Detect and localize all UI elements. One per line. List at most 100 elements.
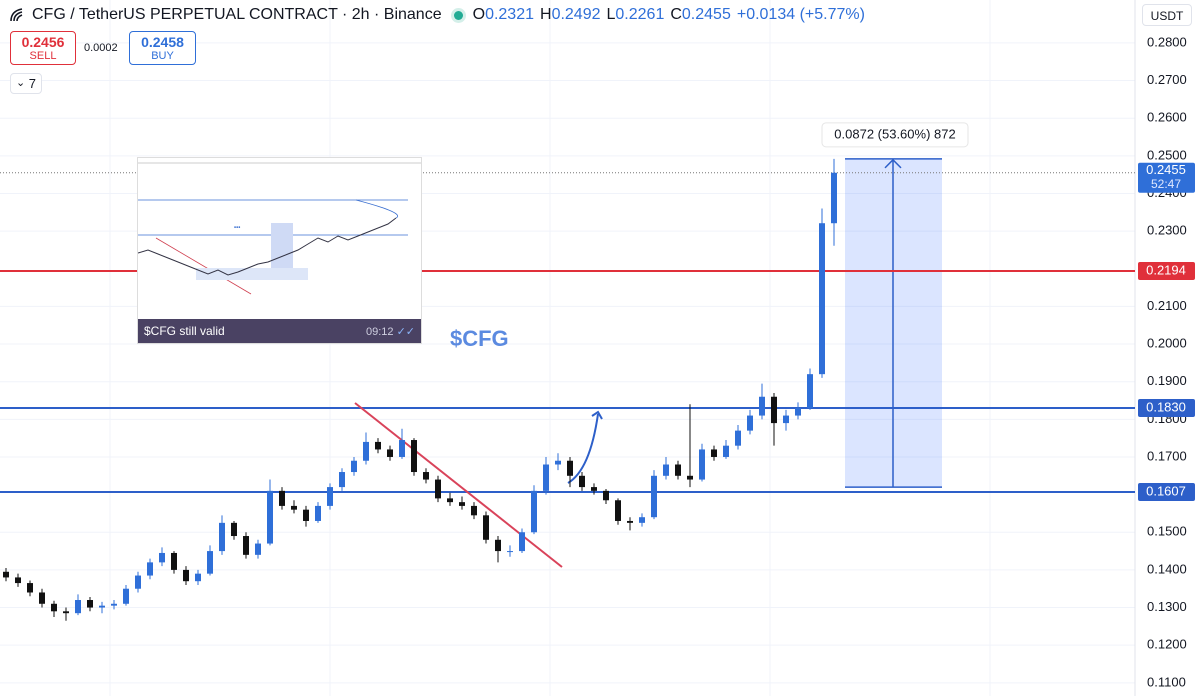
candle-body [543,464,549,491]
inset-arrow [355,199,398,219]
candle-body [255,543,261,555]
candle-body [699,449,705,480]
level-label: 0.1830 [1146,399,1186,414]
y-tick-label: 0.1500 [1147,524,1187,539]
indicators-toggle[interactable]: ⌄ 7 [10,73,42,94]
candle-body [39,592,45,604]
currency-select[interactable]: USDT [1142,4,1192,26]
candle-body [519,532,525,552]
inset-time: 09:12 [365,325,394,338]
y-tick-label: 0.2100 [1147,298,1187,313]
measure-arrow-head [884,158,902,169]
logo [10,8,23,22]
sell-price: 0.2456 [21,34,65,50]
candle-body [267,490,273,544]
candle-body [387,449,393,457]
y-tick-label: 0.1200 [1147,637,1187,652]
candle-body [195,573,201,582]
candle-body [531,490,537,533]
level-label-box [1138,399,1195,418]
candle-body [795,408,801,416]
annotation: $CFG [450,326,509,351]
candle-body [111,603,117,606]
ohlc-label: C [670,6,682,23]
buy-button[interactable]: 0.2458 BUY [129,31,196,65]
candle-body [219,522,225,552]
trendline [354,402,563,568]
level-label-box [1138,482,1195,501]
candle-body [687,475,693,480]
y-tick-label: 0.1300 [1147,599,1187,614]
candle-body [3,571,9,578]
buy-price: 0.2458 [141,34,184,50]
y-tick-label: 0.1100 [1147,674,1186,689]
candle-body [63,611,69,614]
candle-body [675,464,681,476]
candle-body [303,509,309,521]
inset-trendline [155,237,252,295]
spread: 0.0002 [84,42,118,54]
candle-body [807,374,813,409]
candle-body [171,552,177,570]
candle-body [123,588,129,604]
y-tick-label: 0.2800 [1147,34,1187,49]
candle-body [471,505,477,516]
y-tick-label: 0.2300 [1147,223,1187,238]
candle-body [315,505,321,521]
candle-body [495,539,501,552]
candle-body [651,475,657,518]
buy-label: BUY [151,50,174,62]
read-ticks: ✓✓ [396,325,415,338]
candle-body [399,440,405,457]
logo-arc [10,8,23,22]
candle-body [735,430,741,446]
level-label: 0.1607 [1146,483,1186,498]
y-tick-label: 0.1700 [1147,448,1187,463]
inset-caption: $CFG still valid [144,324,225,338]
candle-body [99,605,105,608]
y-tick-label: 0.1400 [1147,561,1187,576]
ohlc-value: 0.2321 [485,6,534,23]
candle-body [351,460,357,473]
candle-body [147,562,153,576]
ohlc-label: L [606,6,616,23]
candle-body [483,515,489,540]
inset-chart: ••• [138,158,421,320]
candle-body [459,502,465,506]
candle-body [87,600,93,608]
ohlc-label: O [472,6,486,23]
inset-zone [196,268,308,280]
candle-body [411,440,417,473]
candle-body [363,441,369,461]
ohlc-value: 0.2492 [551,6,601,23]
drawn-arrow [567,413,599,484]
candle-body [759,396,765,416]
y-tick-label: 0.2000 [1147,335,1187,350]
sell-button[interactable]: 0.2456 SELL [10,31,76,65]
drawn-arrow-head [591,410,603,420]
candle-body [771,396,777,424]
candle-body [639,517,645,523]
current-price-label: 0.2455 [1146,162,1186,177]
candle-body [51,603,57,612]
candle-body [291,505,297,510]
change: +0.0134 (+5.77%) [736,6,865,23]
header: CFG / TetherUS PERPETUAL CONTRACT · 2h ·… [8,4,865,26]
candle-body [135,575,141,589]
candle-body [591,487,597,491]
candle-body [75,600,81,614]
candle-body [339,472,345,488]
level-label-box [1138,262,1195,281]
candle-body [711,449,717,457]
candle-body [723,445,729,457]
countdown: 52:47 [1151,177,1181,191]
candle-body [819,223,825,375]
level-label: 0.2194 [1146,262,1186,277]
candle-body [231,522,237,537]
y-tick-label: 0.2600 [1147,110,1187,125]
inset-time-wrap: 09:12 ✓✓ [366,325,415,338]
candle-body [159,552,165,563]
candle-body [435,479,441,499]
